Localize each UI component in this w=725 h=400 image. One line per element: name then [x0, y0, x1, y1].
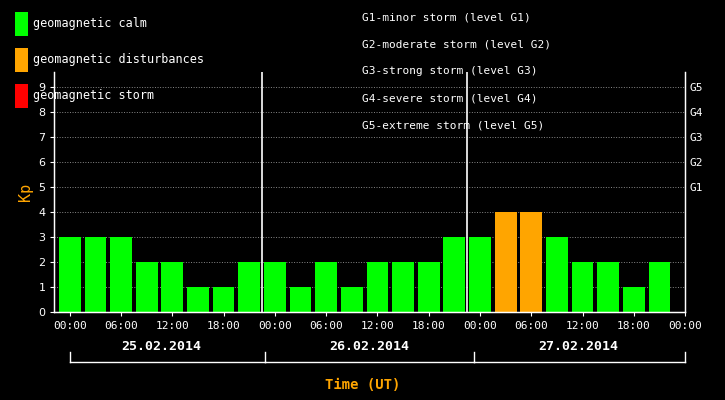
Bar	[572, 262, 594, 312]
Text: G5-extreme storm (level G5): G5-extreme storm (level G5)	[362, 121, 544, 131]
Text: geomagnetic disturbances: geomagnetic disturbances	[33, 54, 204, 66]
Text: 25.02.2014: 25.02.2014	[121, 340, 202, 352]
Bar	[239, 262, 260, 312]
Bar	[264, 262, 286, 312]
Text: Time (UT): Time (UT)	[325, 378, 400, 392]
Text: 26.02.2014: 26.02.2014	[330, 340, 410, 352]
Bar	[546, 237, 568, 312]
Text: G2-moderate storm (level G2): G2-moderate storm (level G2)	[362, 39, 552, 49]
Bar	[289, 287, 312, 312]
Bar	[597, 262, 619, 312]
Text: 27.02.2014: 27.02.2014	[538, 340, 618, 352]
Text: geomagnetic calm: geomagnetic calm	[33, 18, 147, 30]
Bar	[444, 237, 465, 312]
Bar	[367, 262, 389, 312]
Bar	[315, 262, 337, 312]
Bar	[59, 237, 80, 312]
Bar	[85, 237, 107, 312]
Text: geomagnetic storm: geomagnetic storm	[33, 90, 154, 102]
Bar	[162, 262, 183, 312]
Bar	[418, 262, 439, 312]
Text: G1-minor storm (level G1): G1-minor storm (level G1)	[362, 12, 531, 22]
Bar	[494, 212, 516, 312]
Bar	[187, 287, 209, 312]
Bar	[341, 287, 362, 312]
Bar	[623, 287, 645, 312]
Bar	[110, 237, 132, 312]
Bar	[469, 237, 491, 312]
Bar	[521, 212, 542, 312]
Bar	[392, 262, 414, 312]
Bar	[649, 262, 671, 312]
Bar	[212, 287, 234, 312]
Bar	[136, 262, 157, 312]
Text: G3-strong storm (level G3): G3-strong storm (level G3)	[362, 66, 538, 76]
Y-axis label: Kp: Kp	[17, 183, 33, 201]
Text: G4-severe storm (level G4): G4-severe storm (level G4)	[362, 94, 538, 104]
